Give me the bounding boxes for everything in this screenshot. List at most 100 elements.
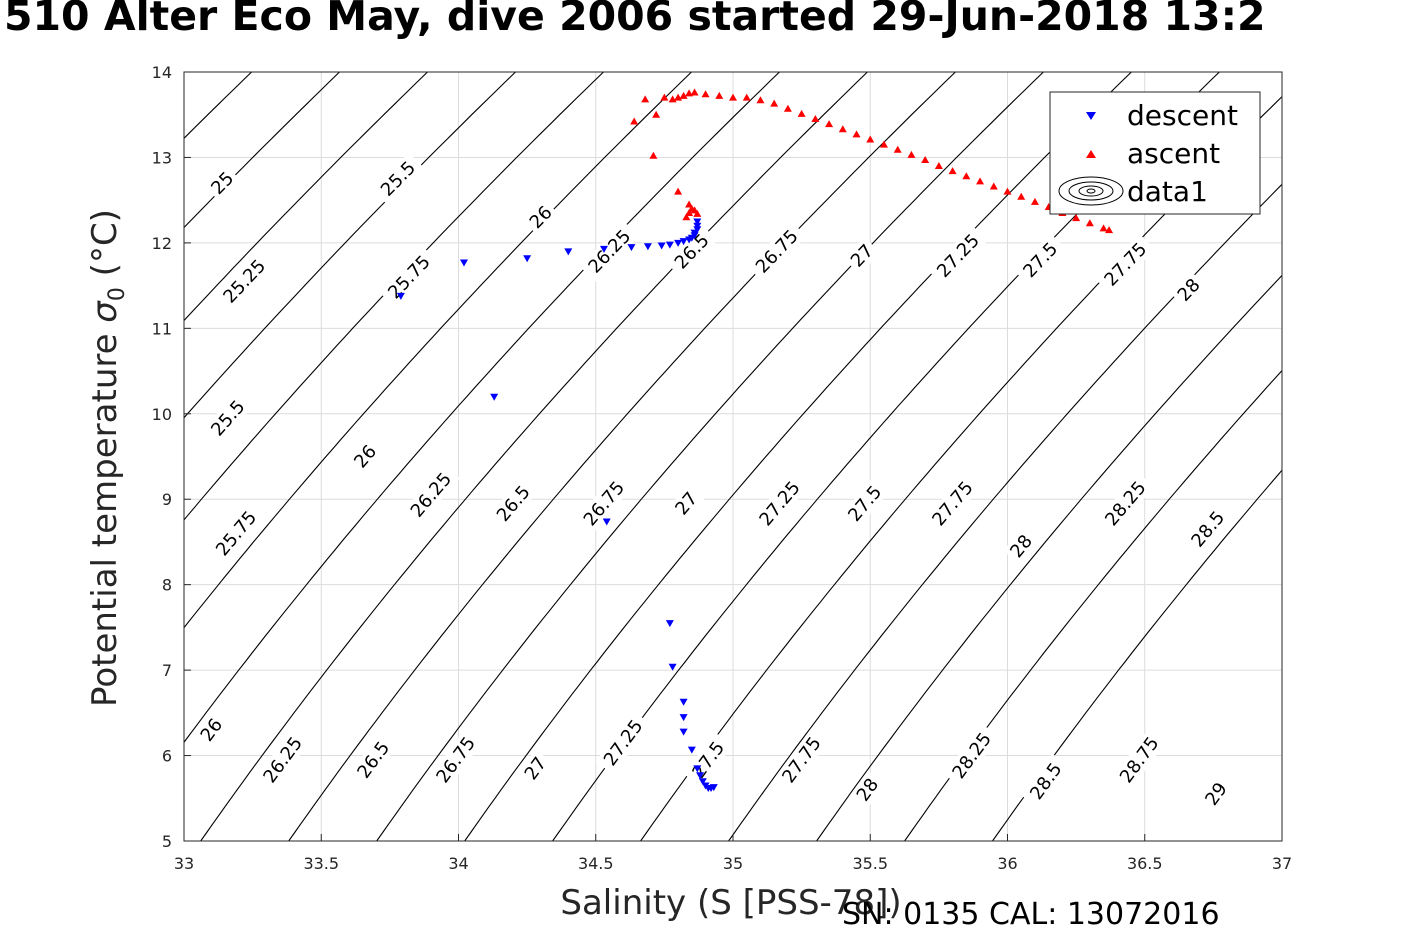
isopycnal-label-bg [204, 164, 241, 202]
isopycnal-line [184, 72, 604, 521]
isopycnal-label-bg [595, 710, 651, 775]
descent-point [668, 663, 677, 671]
y-tick-label: 7 [162, 661, 172, 680]
isopycnal-label-bg [774, 727, 830, 792]
y-axis-label: Potential temperature σ0 (°C) [85, 209, 130, 707]
ascent-point [693, 209, 702, 217]
isopycnal-label-bg [347, 437, 384, 476]
isopycnal-line [816, 274, 1282, 841]
isopycnal-label-bg [747, 221, 807, 282]
ascent-point [1099, 224, 1108, 232]
isopycnal-label-bg [1198, 775, 1234, 813]
descent-point [679, 714, 688, 722]
ascent-point [674, 93, 683, 101]
descent-point [709, 784, 718, 792]
ascent-point [649, 151, 658, 159]
x-tick-label: 33.5 [303, 854, 339, 873]
x-tick-label: 34 [448, 854, 468, 873]
ascent-point [652, 110, 661, 118]
ascent-point [797, 109, 806, 117]
y-tick-label: 9 [162, 490, 172, 509]
ascent-point [770, 99, 779, 107]
isopycnal-label-bg [517, 749, 554, 788]
y-tick-label: 13 [152, 148, 172, 167]
isopycnal-label-bg [750, 472, 809, 535]
x-tick-label: 33 [174, 854, 194, 873]
isopycnal-label-bg [843, 237, 881, 275]
y-tick-label: 8 [162, 576, 172, 595]
ascent-point [811, 114, 820, 122]
ascent-point [1003, 187, 1012, 195]
legend-label-data1: data1 [1127, 175, 1208, 208]
descent-point [687, 746, 696, 754]
ascent-point [948, 167, 957, 175]
ascent-point [1030, 197, 1039, 205]
x-axis-label: Salinity (S [PSS-78]) [560, 883, 901, 923]
isopycnal-label-bg [923, 472, 982, 535]
legend-label-ascent: ascent [1127, 137, 1220, 170]
isopycnal-label-bg [1014, 233, 1067, 287]
y-tick-label: 12 [152, 234, 172, 253]
ascent-point [690, 88, 699, 96]
isopycnal-label-bg [928, 225, 988, 287]
ascent-point [852, 130, 861, 138]
ascent-point [660, 93, 669, 101]
ascent-point [756, 96, 765, 104]
y-tick-label: 14 [152, 63, 172, 82]
isopycnal-label-bg [522, 198, 560, 236]
isopycnal-line [288, 72, 956, 841]
isopycnal-label-bg [944, 723, 1000, 788]
ascent-point [934, 161, 943, 169]
isopycnal-label-bg [839, 476, 891, 531]
ascent-point [1072, 214, 1081, 222]
ascent-point [989, 182, 998, 190]
x-tick-label: 36.5 [1127, 854, 1163, 873]
chart-title: 510 Alter Eco May, dive 2006 started 29-… [4, 0, 1266, 40]
ascent-point [682, 213, 691, 221]
axis-ticks: 33 33.5 34 34.5 35 35.5 36 36.5 37 5 6 7 8 9 10 11 12 13 1… [152, 63, 1293, 873]
isopycnal-label-bg [1182, 502, 1234, 557]
isopycnal-label-bg [255, 727, 311, 792]
descent-point [693, 765, 702, 773]
x-tick-label: 35.5 [852, 854, 888, 873]
ascent-point [879, 140, 888, 148]
isopycnal-line [992, 469, 1282, 841]
y-tick-label: 11 [152, 319, 172, 338]
isopycnal-line [184, 72, 340, 229]
descent-point [396, 292, 405, 300]
ascent-point [962, 172, 971, 180]
isopycnal-label-bg [371, 152, 425, 206]
descent-point [693, 218, 702, 226]
series-descent [396, 218, 718, 793]
ascent-point [742, 93, 751, 101]
descent-point [523, 255, 532, 263]
isopycnal-label: 27.5 [839, 476, 891, 531]
ascent-point [1085, 219, 1094, 227]
descent-point [643, 243, 652, 251]
descent-point [693, 222, 702, 230]
ascent-point [630, 117, 639, 125]
isopycnal-line [184, 72, 780, 744]
ascent-point [893, 145, 902, 153]
descent-point [696, 772, 705, 780]
isopycnal-line [184, 72, 428, 322]
ascent-point [976, 177, 985, 185]
descent-point [679, 698, 688, 706]
isopycnal-label: 28 [1003, 527, 1040, 565]
x-tick-label: 37 [1272, 854, 1292, 873]
descent-point [657, 242, 666, 250]
ascent-point [641, 95, 650, 103]
isopycnal-label-bg [683, 732, 733, 788]
ascent-point [715, 91, 724, 99]
x-tick-label: 34.5 [578, 854, 614, 873]
descent-point [698, 778, 707, 786]
isopycnal-label-bg [1096, 472, 1155, 535]
ascent-point [668, 95, 677, 103]
isopycnal-label-bg [579, 221, 640, 282]
isopycnal-line [376, 72, 1044, 841]
descent-point [665, 620, 674, 628]
legend-marker-data1-contour-icon [1058, 176, 1124, 206]
y-tick-label: 6 [162, 747, 172, 766]
serial-calibration-footer: SN: 0135 CAL: 13072016 [842, 897, 1220, 932]
